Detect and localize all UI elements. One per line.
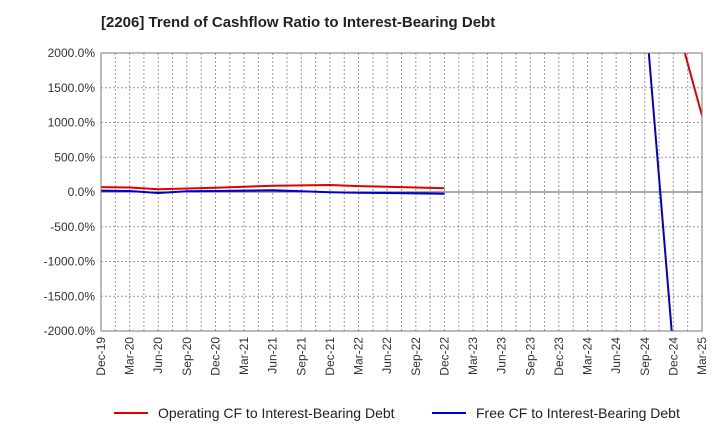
x-tick-label: Jun-24 [609,337,623,374]
y-tick-label: -1000.0% [44,255,96,269]
x-tick-label: Dec-21 [323,337,337,376]
plot-border [100,52,703,332]
series-line-operating-cf [101,184,445,191]
x-tick-label: Sep-22 [409,337,423,376]
x-tick-label: Sep-20 [180,337,194,376]
x-tick-label: Dec-19 [94,337,108,376]
x-tick-label: Mar-20 [123,337,137,375]
series-line-free-cf [101,189,445,195]
x-tick-label: Jun-21 [266,337,280,374]
legend-swatch-operating-cf [114,412,148,414]
y-tick-label: 500.0% [54,150,95,164]
legend-item-free-cf: Free CF to Interest-Bearing Debt [432,405,680,421]
x-tick-label: Dec-20 [208,337,222,376]
series-line-operating-cf [683,53,702,116]
x-tick-label: Jun-23 [495,337,509,374]
y-tick-label: -1500.0% [44,289,96,303]
x-tick-label: Mar-24 [581,337,595,375]
x-tick-label: Mar-22 [352,337,366,375]
x-tick-label: Sep-24 [638,337,652,376]
legend-item-operating-cf: Operating CF to Interest-Bearing Debt [114,405,395,421]
x-tick-label: Mar-23 [466,337,480,375]
y-tick-label: -2000.0% [44,324,96,338]
chart-title: [2206] Trend of Cashflow Ratio to Intere… [101,14,496,31]
series-line-free-cf [647,53,673,331]
x-tick-label: Mar-25 [695,337,709,375]
legend-label-operating-cf: Operating CF to Interest-Bearing Debt [158,405,395,421]
x-tick-label: Dec-23 [552,337,566,376]
y-tick-label: 2000.0% [48,46,96,60]
y-tick-label: 1000.0% [48,116,96,130]
y-tick-label: -500.0% [50,220,95,234]
x-tick-label: Mar-21 [237,337,251,375]
y-tick-label: 1500.0% [48,81,96,95]
x-tick-label: Sep-23 [523,337,537,376]
x-tick-label: Sep-21 [294,337,308,376]
y-tick-label: 0.0% [68,185,96,199]
x-tick-label: Dec-24 [666,337,680,376]
legend-label-free-cf: Free CF to Interest-Bearing Debt [476,405,680,421]
legend-swatch-free-cf [432,412,466,414]
x-tick-label: Jun-20 [151,337,165,374]
x-tick-label: Jun-22 [380,337,394,374]
x-tick-label: Dec-22 [437,337,451,376]
